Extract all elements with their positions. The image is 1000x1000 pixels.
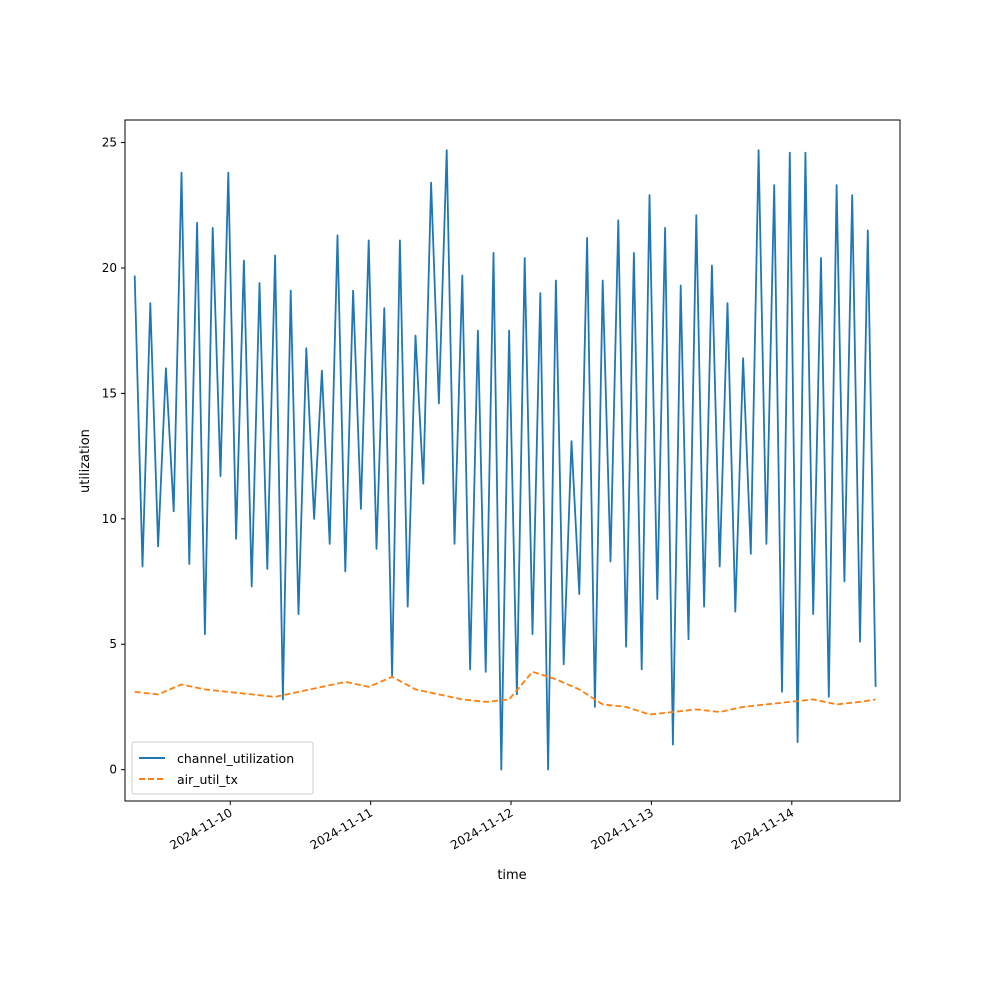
y-axis-label: utilization xyxy=(78,429,93,493)
y-axis: 0 5 10 15 20 25 xyxy=(102,136,125,777)
legend: channel_utilization air_util_tx xyxy=(131,741,314,795)
y-tick-label: 10 xyxy=(102,512,117,526)
legend-box xyxy=(131,741,314,795)
x-tick-label: 2024-11-11 xyxy=(308,805,375,852)
x-tick-label: 2024-11-13 xyxy=(589,805,656,852)
plot-frame xyxy=(124,119,901,802)
x-tick-label: 2024-11-10 xyxy=(167,805,234,852)
x-tick-label: 2024-11-12 xyxy=(448,805,515,852)
y-tick-label: 15 xyxy=(102,386,117,400)
series-line-channel-utilization xyxy=(133,149,877,771)
legend-label-channel-utilization: channel_utilization xyxy=(177,751,294,766)
x-axis: 2024-11-10 2024-11-11 2024-11-12 2024-11-13… xyxy=(167,801,796,852)
y-tick-label: 25 xyxy=(102,136,117,150)
legend-label-air-util-tx: air_util_tx xyxy=(177,772,238,787)
y-tick-label: 5 xyxy=(109,637,117,651)
series-line-air-util-tx xyxy=(134,670,876,716)
x-tick-label: 2024-11-14 xyxy=(729,805,796,852)
y-tick-label: 0 xyxy=(109,763,117,777)
x-axis-label: time xyxy=(497,868,526,883)
y-tick-label: 20 xyxy=(102,261,117,275)
plot-layer xyxy=(133,149,877,771)
